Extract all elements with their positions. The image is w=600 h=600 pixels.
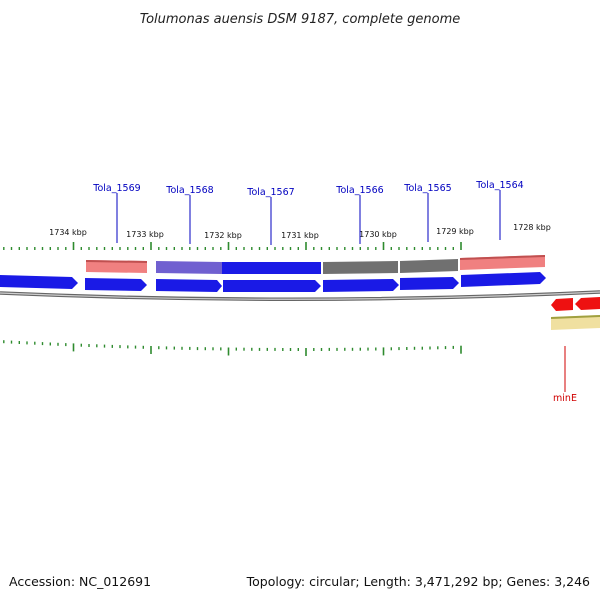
cds-arrow-forward[interactable]	[156, 279, 222, 292]
feature-block-yellow[interactable]	[551, 315, 600, 330]
scale-ticks-inner	[3, 340, 462, 356]
scale-label: 1734 kbp	[49, 228, 87, 237]
gene-label-tola-1566[interactable]: Tola_1566	[335, 185, 383, 196]
feature-block-gray[interactable]	[400, 259, 458, 273]
feature-block-pink[interactable]	[86, 260, 147, 273]
feature-block-edge	[460, 255, 545, 260]
cds-arrow-forward[interactable]	[85, 278, 147, 291]
feature-track-upper	[86, 255, 545, 274]
feature-block-purple[interactable]	[156, 261, 222, 274]
cds-arrow-forward[interactable]	[323, 279, 399, 292]
gene-label-tola-1567[interactable]: Tola_1567	[246, 187, 294, 198]
scale-ticks-outer	[3, 242, 462, 250]
feature-block-blue[interactable]	[222, 262, 321, 274]
gene-label-mine[interactable]: minE	[553, 393, 577, 404]
cds-arrow-forward[interactable]	[400, 277, 459, 290]
scale-label: 1730 kbp	[359, 230, 397, 239]
scale-label: 1731 kbp	[281, 231, 319, 240]
feature-block-edge	[86, 260, 147, 263]
feature-block-edge	[551, 315, 600, 319]
scale-labels: 1734 kbp 1733 kbp 1732 kbp 1731 kbp 1730…	[49, 223, 551, 240]
scale-label: 1729 kbp	[436, 227, 474, 236]
genome-backbone-highlight	[0, 291, 600, 300]
cds-arrow-forward[interactable]	[0, 275, 78, 289]
genome-summary-text: Topology: circular; Length: 3,471,292 bp…	[246, 574, 590, 589]
gene-label-tola-1564[interactable]: Tola_1564	[475, 180, 523, 191]
scale-label: 1732 kbp	[204, 231, 242, 240]
cds-arrow-reverse[interactable]	[575, 297, 600, 310]
cds-arrow-reverse[interactable]	[551, 298, 573, 311]
gene-label-tola-1569[interactable]: Tola_1569	[92, 183, 140, 194]
cds-track-forward	[0, 272, 546, 292]
feature-block-gray[interactable]	[323, 261, 398, 274]
accession-text: Accession: NC_012691	[9, 574, 151, 589]
cds-track-reverse	[551, 297, 600, 330]
scale-label: 1733 kbp	[126, 230, 164, 239]
gene-label-tola-1568[interactable]: Tola_1568	[165, 185, 213, 196]
cds-arrow-forward[interactable]	[461, 272, 546, 287]
gene-label-tola-1565[interactable]: Tola_1565	[403, 183, 451, 194]
scale-label: 1728 kbp	[513, 223, 551, 232]
map-title: Tolumonas auensis DSM 9187, complete gen…	[140, 12, 461, 27]
cds-arrow-forward[interactable]	[223, 280, 321, 292]
gene-labels: Tola_1569 Tola_1568 Tola_1567 Tola_1566 …	[92, 180, 577, 404]
